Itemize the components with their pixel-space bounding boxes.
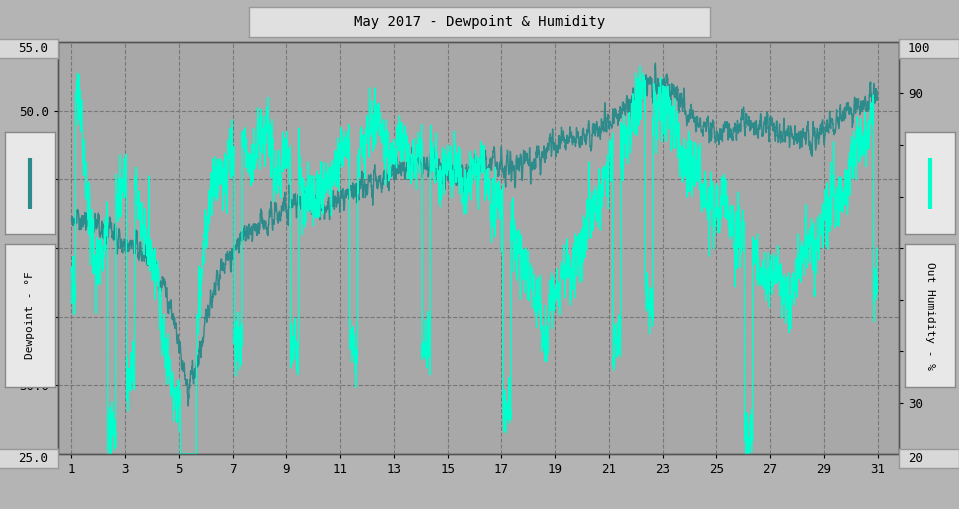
Text: 20: 20 [908,452,923,465]
Text: 25.0: 25.0 [18,452,48,465]
Text: 100: 100 [908,42,930,55]
Text: Dewpoint - °F: Dewpoint - °F [25,272,35,359]
Text: 55.0: 55.0 [18,42,48,55]
Text: May 2017 - Dewpoint & Humidity: May 2017 - Dewpoint & Humidity [354,15,605,29]
Text: Out Humidity - %: Out Humidity - % [925,262,935,370]
